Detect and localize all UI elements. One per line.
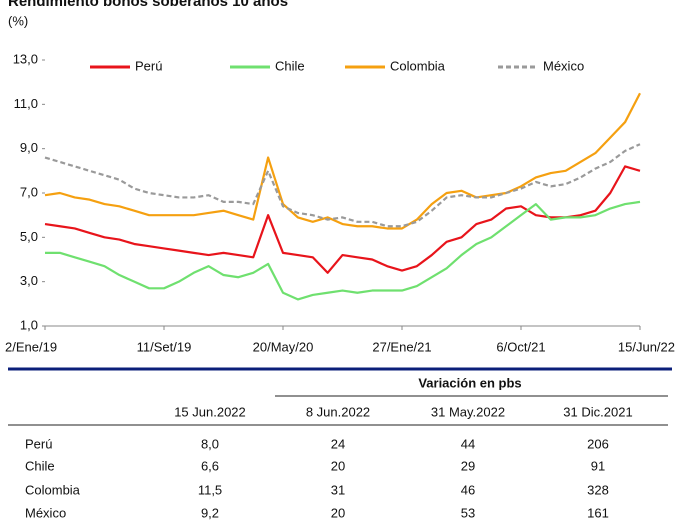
column-header: 31 May.2022	[431, 404, 505, 419]
legend-label: Chile	[275, 58, 305, 73]
x-tick-label: 20/May/20	[253, 339, 314, 354]
series-line	[45, 200, 641, 301]
table-cell: 46	[461, 482, 475, 497]
legend-label: Colombia	[390, 58, 446, 73]
column-header: 15 Jun.2022	[174, 404, 246, 419]
y-tick-label: 13,0	[13, 51, 38, 66]
y-tick-label: 9,0	[20, 140, 38, 155]
table-cell: Perú	[25, 436, 52, 451]
table-cell: México	[25, 505, 66, 520]
table-cell: 328	[587, 482, 609, 497]
x-tick-label: 11/Set/19	[137, 339, 192, 354]
series-line	[44, 92, 641, 230]
table-cell: 31	[331, 482, 345, 497]
x-tick-label: 15/Jun/22	[618, 339, 675, 354]
x-tick-label: 6/Oct/21	[496, 339, 545, 354]
table-cell: 161	[587, 505, 609, 520]
series-line	[44, 143, 641, 228]
table-cell: 11,5	[198, 482, 222, 497]
legend-label: Perú	[135, 58, 162, 73]
table-cell: 8,0	[201, 436, 219, 451]
table-cell: 44	[461, 436, 475, 451]
table-cell: 24	[331, 436, 345, 451]
x-tick-label: 27/Ene/21	[372, 339, 431, 354]
y-tick-label: 11,0	[14, 96, 38, 111]
chart-title: Rendimiento bonos soberanos 10 años	[8, 0, 288, 10]
table-cell: 6,6	[201, 458, 219, 473]
table-cell: 206	[587, 436, 609, 451]
y-axis-label: (%)	[8, 13, 28, 28]
table-cell: 53	[461, 505, 475, 520]
table-cell: 9,2	[201, 505, 219, 520]
series-line	[44, 165, 641, 274]
group-header: Variación en pbs	[418, 375, 521, 390]
table-cell: 91	[591, 458, 605, 473]
column-header: 8 Jun.2022	[306, 404, 370, 419]
table-cell: Chile	[25, 458, 55, 473]
table-cell: 20	[331, 458, 345, 473]
table-cell: 29	[461, 458, 475, 473]
table-cell: Colombia	[25, 482, 81, 497]
y-tick-label: 1,0	[20, 317, 38, 332]
x-tick-label: 2/Ene/19	[5, 339, 57, 354]
y-tick-label: 5,0	[20, 229, 38, 244]
column-header: 31 Dic.2021	[563, 404, 632, 419]
table-cell: 20	[331, 505, 345, 520]
y-tick-label: 7,0	[20, 184, 38, 199]
y-tick-label: 3,0	[20, 273, 38, 288]
legend-label: México	[543, 58, 584, 73]
